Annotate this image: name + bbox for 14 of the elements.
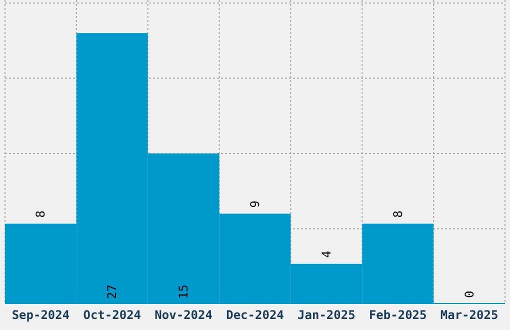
x-tick-label: Nov-2024 bbox=[154, 308, 212, 322]
data-label: 4 bbox=[319, 250, 334, 258]
x-tick-label: Jan-2025 bbox=[298, 308, 356, 322]
data-label: 0 bbox=[462, 290, 476, 298]
x-tick-label: Oct-2024 bbox=[83, 308, 142, 322]
data-label: 8 bbox=[34, 210, 48, 218]
data-label: 8 bbox=[390, 210, 405, 218]
x-tick-label: Sep-2024 bbox=[12, 308, 70, 322]
data-label: 15 bbox=[176, 284, 191, 299]
x-tick-label: Feb-2025 bbox=[368, 308, 427, 322]
x-tick-label: Mar-2025 bbox=[440, 308, 498, 322]
data-label: 27 bbox=[105, 284, 120, 299]
x-tick-label: Dec-2024 bbox=[226, 308, 284, 322]
data-label: 9 bbox=[248, 200, 262, 208]
